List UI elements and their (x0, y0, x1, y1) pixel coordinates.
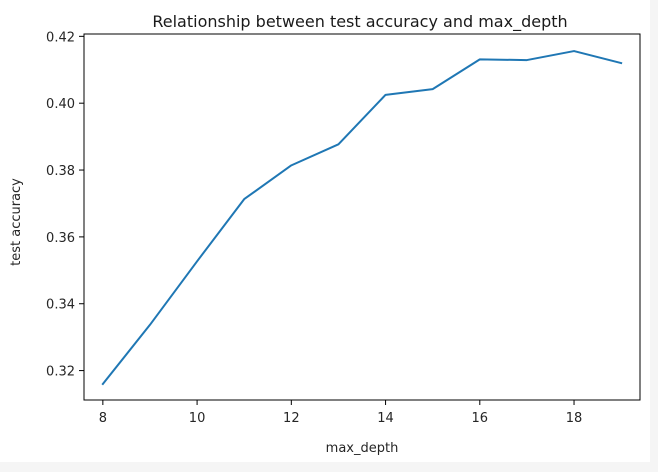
y-tick-label: 0.42 (46, 30, 75, 45)
y-tick-label: 0.40 (46, 97, 75, 112)
chart-title: Relationship between test accuracy and m… (152, 12, 567, 32)
series-layer (101, 50, 623, 386)
x-tick-label: 8 (99, 411, 107, 426)
figure: 8 10 12 14 16 18 0.32 0.34 0.36 0.38 0.40 0.42 Rel… (9, 12, 641, 456)
y-tick-label: 0.38 (46, 164, 75, 179)
y-tick-label: 0.32 (46, 365, 75, 380)
x-axis-title: max_depth (326, 441, 399, 456)
y-tick-label: 0.36 (46, 231, 75, 246)
y-axis-title: test accuracy (9, 178, 24, 266)
x-axis: 8 10 12 14 16 18 (99, 400, 583, 426)
axes-frame (83, 33, 641, 401)
x-tick-label: 18 (566, 411, 583, 426)
x-tick-label: 10 (189, 411, 206, 426)
x-tick-label: 14 (377, 411, 394, 426)
x-tick-label: 12 (283, 411, 300, 426)
plot-area (83, 33, 641, 401)
line-chart: 8 10 12 14 16 18 0.32 0.34 0.36 0.38 0.40 0.42 Rel… (9, 12, 641, 456)
x-tick-label: 16 (472, 411, 489, 426)
y-axis: 0.32 0.34 0.36 0.38 0.40 0.42 (46, 30, 84, 380)
series-line (101, 50, 623, 386)
y-tick-label: 0.34 (46, 298, 75, 313)
